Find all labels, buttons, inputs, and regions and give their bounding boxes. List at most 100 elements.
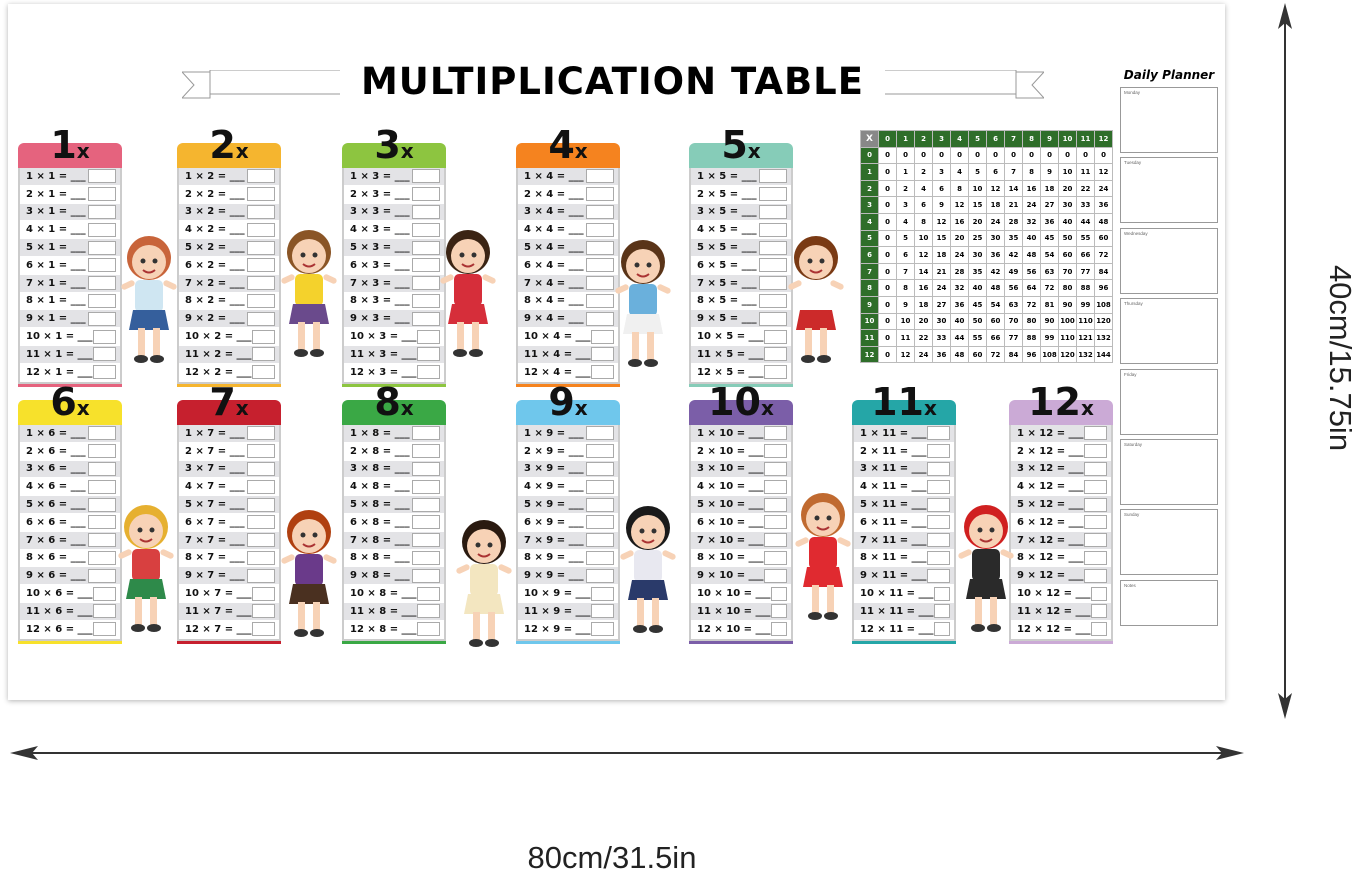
answer-box[interactable] — [412, 293, 440, 308]
answer-box[interactable] — [1083, 533, 1107, 548]
answer-box[interactable] — [247, 222, 275, 237]
answer-box[interactable] — [247, 240, 275, 255]
answer-box[interactable] — [586, 515, 614, 530]
answer-box[interactable] — [412, 515, 440, 530]
answer-box[interactable] — [92, 365, 116, 380]
answer-box[interactable] — [247, 497, 275, 512]
answer-box[interactable] — [247, 550, 275, 565]
answer-box[interactable] — [590, 329, 614, 344]
planner-box-wednesday[interactable]: Wednesday — [1120, 227, 1218, 294]
answer-box[interactable] — [933, 604, 950, 619]
answer-box[interactable] — [247, 204, 275, 219]
answer-box[interactable] — [763, 347, 787, 362]
answer-box[interactable] — [586, 479, 614, 494]
answer-box[interactable] — [770, 622, 787, 637]
answer-box[interactable] — [247, 187, 275, 202]
answer-box[interactable] — [88, 461, 116, 476]
answer-box[interactable] — [412, 169, 440, 184]
answer-box[interactable] — [412, 258, 440, 273]
answer-box[interactable] — [586, 311, 614, 326]
answer-box[interactable] — [251, 347, 275, 362]
answer-box[interactable] — [759, 222, 787, 237]
answer-box[interactable] — [590, 622, 614, 637]
planner-box-friday[interactable]: Friday — [1120, 368, 1218, 435]
answer-box[interactable] — [247, 276, 275, 291]
answer-box[interactable] — [926, 497, 950, 512]
answer-box[interactable] — [763, 515, 787, 530]
answer-box[interactable] — [586, 276, 614, 291]
answer-box[interactable] — [1083, 479, 1107, 494]
answer-box[interactable] — [590, 347, 614, 362]
answer-box[interactable] — [412, 479, 440, 494]
answer-box[interactable] — [88, 515, 116, 530]
answer-box[interactable] — [926, 426, 950, 441]
answer-box[interactable] — [88, 276, 116, 291]
answer-box[interactable] — [416, 622, 440, 637]
answer-box[interactable] — [251, 586, 275, 601]
answer-box[interactable] — [92, 586, 116, 601]
answer-box[interactable] — [247, 311, 275, 326]
answer-box[interactable] — [586, 169, 614, 184]
answer-box[interactable] — [586, 240, 614, 255]
answer-box[interactable] — [759, 311, 787, 326]
answer-box[interactable] — [926, 444, 950, 459]
answer-box[interactable] — [586, 497, 614, 512]
answer-box[interactable] — [1090, 604, 1107, 619]
answer-box[interactable] — [763, 550, 787, 565]
answer-box[interactable] — [416, 604, 440, 619]
answer-box[interactable] — [92, 347, 116, 362]
answer-box[interactable] — [586, 258, 614, 273]
answer-box[interactable] — [247, 533, 275, 548]
answer-box[interactable] — [926, 515, 950, 530]
answer-box[interactable] — [247, 426, 275, 441]
answer-box[interactable] — [586, 187, 614, 202]
planner-box-tuesday[interactable]: Tuesday — [1120, 157, 1218, 224]
answer-box[interactable] — [412, 497, 440, 512]
answer-box[interactable] — [88, 444, 116, 459]
answer-box[interactable] — [586, 533, 614, 548]
answer-box[interactable] — [88, 169, 116, 184]
answer-box[interactable] — [926, 533, 950, 548]
answer-box[interactable] — [92, 604, 116, 619]
answer-box[interactable] — [763, 568, 787, 583]
answer-box[interactable] — [88, 311, 116, 326]
answer-box[interactable] — [763, 461, 787, 476]
answer-box[interactable] — [247, 444, 275, 459]
answer-box[interactable] — [412, 550, 440, 565]
answer-box[interactable] — [926, 479, 950, 494]
answer-box[interactable] — [763, 479, 787, 494]
answer-box[interactable] — [1083, 515, 1107, 530]
answer-box[interactable] — [247, 479, 275, 494]
answer-box[interactable] — [759, 204, 787, 219]
answer-box[interactable] — [770, 586, 787, 601]
answer-box[interactable] — [412, 311, 440, 326]
answer-box[interactable] — [251, 604, 275, 619]
answer-box[interactable] — [88, 497, 116, 512]
answer-box[interactable] — [88, 222, 116, 237]
answer-box[interactable] — [759, 240, 787, 255]
answer-box[interactable] — [247, 293, 275, 308]
answer-box[interactable] — [88, 568, 116, 583]
answer-box[interactable] — [586, 461, 614, 476]
answer-box[interactable] — [759, 258, 787, 273]
answer-box[interactable] — [926, 568, 950, 583]
answer-box[interactable] — [759, 276, 787, 291]
answer-box[interactable] — [590, 604, 614, 619]
planner-box-saturday[interactable]: Saturday — [1120, 439, 1218, 505]
answer-box[interactable] — [1090, 622, 1107, 637]
answer-box[interactable] — [763, 497, 787, 512]
answer-box[interactable] — [1083, 568, 1107, 583]
answer-box[interactable] — [92, 329, 116, 344]
answer-box[interactable] — [247, 461, 275, 476]
answer-box[interactable] — [416, 365, 440, 380]
answer-box[interactable] — [763, 444, 787, 459]
answer-box[interactable] — [88, 533, 116, 548]
answer-box[interactable] — [759, 169, 787, 184]
answer-box[interactable] — [1083, 497, 1107, 512]
answer-box[interactable] — [586, 444, 614, 459]
answer-box[interactable] — [88, 426, 116, 441]
answer-box[interactable] — [586, 568, 614, 583]
answer-box[interactable] — [412, 533, 440, 548]
answer-box[interactable] — [251, 622, 275, 637]
answer-box[interactable] — [412, 461, 440, 476]
